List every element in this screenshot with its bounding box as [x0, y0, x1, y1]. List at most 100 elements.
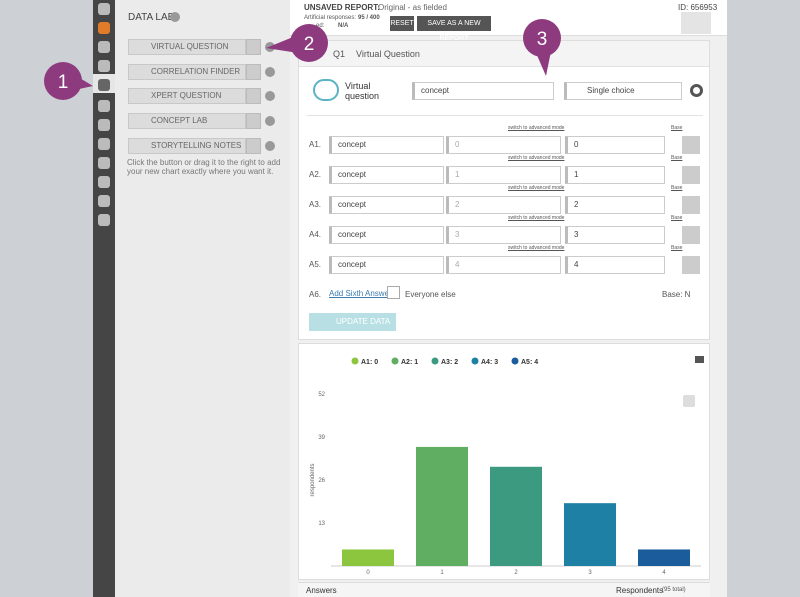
legend-label: A3: 2 — [441, 359, 458, 366]
drag-handle[interactable] — [246, 138, 261, 154]
base-n: Base: N — [662, 290, 691, 299]
help-icon[interactable] — [265, 141, 275, 151]
source-dropdown[interactable]: concept — [329, 136, 444, 154]
zoom-button — [683, 395, 695, 407]
text-input[interactable]: 2 — [565, 196, 665, 214]
grid-button[interactable] — [682, 196, 700, 214]
tool-icon[interactable] — [98, 60, 110, 72]
answer-label: A2. — [309, 170, 322, 179]
tool-bar — [93, 0, 115, 597]
answers-tab[interactable]: Answers — [306, 586, 337, 595]
mode-dropdown[interactable]: Single choice — [564, 82, 682, 100]
tool-icon[interactable] — [98, 22, 110, 34]
drag-handle[interactable] — [246, 88, 261, 104]
tool-icon[interactable] — [98, 100, 110, 112]
value-dropdown[interactable]: 1 — [446, 166, 561, 184]
y-axis-title: respondents — [310, 463, 316, 496]
legend-dot — [351, 357, 359, 365]
question-title: Virtual Question — [356, 49, 420, 59]
y-tick-label: 39 — [318, 435, 325, 441]
everyone-else: Everyone else — [405, 290, 456, 299]
x-tick-label: 1 — [440, 570, 444, 576]
help-icon[interactable] — [265, 42, 275, 52]
value-dropdown[interactable]: 0 — [446, 136, 561, 154]
source-dropdown[interactable]: concept — [329, 226, 444, 244]
help-icon[interactable] — [265, 67, 275, 77]
y-tick-label: 13 — [318, 521, 325, 527]
base-label: Base — [671, 215, 683, 221]
refresh-button[interactable] — [681, 12, 711, 34]
checkbox[interactable] — [387, 286, 400, 299]
source-dropdown[interactable]: concept — [329, 256, 444, 274]
main: UNSAVED REPORT: Original - as fielded ID… — [290, 0, 727, 597]
respondents-tab[interactable]: Respondents — [616, 586, 664, 595]
chart: A1: 0 A2: 1 A3: 2 A4: 3 A5: 413263952respond… — [310, 356, 704, 576]
text-input[interactable]: 3 — [565, 226, 665, 244]
update-button[interactable]: UPDATE DATA — [309, 313, 396, 331]
menu-button — [695, 356, 704, 363]
bar — [490, 466, 542, 566]
tool-icon[interactable] — [98, 214, 110, 226]
divider — [307, 115, 703, 116]
value-dropdown[interactable]: 2 — [446, 196, 561, 214]
source-dropdown[interactable]: concept — [329, 196, 444, 214]
grid-button[interactable] — [682, 226, 700, 244]
switch-link: switch to advanced mode — [508, 245, 565, 251]
grid-button[interactable] — [682, 136, 700, 154]
settings-icon[interactable] — [690, 84, 703, 97]
tool-icon[interactable] — [98, 138, 110, 150]
reset-button[interactable]: RESET — [390, 16, 414, 31]
tool-button[interactable]: STORYTELLING NOTES — [128, 138, 246, 154]
sidebar: DATA LAB Click the button or drag it to … — [115, 0, 290, 597]
text-input[interactable]: 1 — [565, 166, 665, 184]
responses-label: Artificial responses: — [304, 15, 357, 21]
drag-handle[interactable] — [246, 39, 261, 55]
switch-link: switch to advanced mode — [508, 155, 565, 161]
tool-button[interactable]: VIRTUAL QUESTION — [128, 39, 246, 55]
tool-button[interactable]: XPERT QUESTION — [128, 88, 246, 104]
tool-icon[interactable] — [98, 176, 110, 188]
tool-icon[interactable] — [98, 119, 110, 131]
tool-icon[interactable] — [98, 3, 110, 15]
weighted: N/A — [338, 23, 349, 29]
source-dropdown[interactable]: concept — [329, 166, 444, 184]
help-icon[interactable] — [265, 91, 275, 101]
legend-dot — [391, 357, 399, 365]
virtual-icon — [313, 79, 339, 101]
text-input[interactable]: 0 — [565, 136, 665, 154]
text-input[interactable]: 4 — [565, 256, 665, 274]
responses: 95 / 400 — [358, 15, 380, 21]
tool-icon[interactable] — [98, 79, 110, 91]
save-button[interactable]: SAVE AS A NEW REPORT — [417, 16, 491, 42]
x-tick-label: 4 — [662, 570, 666, 576]
add-sixth[interactable]: Add Sixth Answer — [329, 289, 392, 298]
legend-label: A5: 4 — [521, 359, 538, 366]
y-tick-label: 26 — [318, 478, 325, 484]
tool-button[interactable]: CONCEPT LAB — [128, 113, 246, 129]
card-header — [299, 41, 709, 67]
type-label: Virtual question — [345, 81, 380, 101]
drag-handle[interactable] — [246, 113, 261, 129]
answer-label: A5. — [309, 260, 322, 269]
base-label: Base — [671, 245, 683, 251]
help-icon[interactable] — [170, 12, 180, 22]
switch-link: switch to advanced mode — [508, 185, 565, 191]
tool-icon[interactable] — [98, 157, 110, 169]
answer-label: A1. — [309, 140, 322, 149]
grid-button[interactable] — [682, 166, 700, 184]
tool-button[interactable]: CORRELATION FINDER — [128, 64, 246, 80]
source-dropdown[interactable]: concept — [412, 82, 554, 100]
grid-button[interactable] — [682, 256, 700, 274]
value-dropdown[interactable]: 3 — [446, 226, 561, 244]
drag-handle[interactable] — [246, 64, 261, 80]
tool-icon[interactable] — [98, 41, 110, 53]
help-icon[interactable] — [265, 116, 275, 126]
x-tick-label: 2 — [514, 570, 518, 576]
help-text: Click the button or drag it to the right… — [127, 158, 281, 176]
value-dropdown[interactable]: 4 — [446, 256, 561, 274]
base-label: Base — [671, 125, 683, 131]
base-label: Base — [671, 185, 683, 191]
tool-icon[interactable] — [98, 195, 110, 207]
sidebar-title: DATA LAB — [128, 12, 175, 23]
